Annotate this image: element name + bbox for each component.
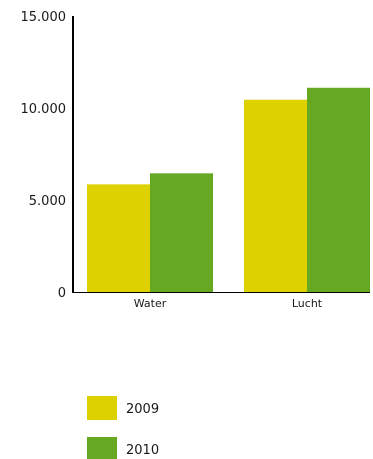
y-tick-label: 10.000 xyxy=(21,102,67,117)
x-tick-labels: Water Lucht xyxy=(134,297,323,310)
bars-group xyxy=(87,87,370,292)
bar-lucht-2009 xyxy=(244,99,307,292)
bar-water-2009 xyxy=(87,184,150,292)
legend-swatch-2009 xyxy=(87,396,117,420)
legend-label-2010: 2010 xyxy=(126,443,159,458)
y-tick-label: 0 xyxy=(58,286,66,301)
bar-water-2010 xyxy=(150,173,213,292)
bar-lucht-2010 xyxy=(307,87,370,292)
y-tick-labels: 0 5.000 10.000 15.000 xyxy=(21,10,67,301)
y-tick-label: 15.000 xyxy=(21,10,67,25)
y-tick-label: 5.000 xyxy=(29,194,66,209)
legend: 2009 2010 xyxy=(87,396,159,459)
x-tick-label-water: Water xyxy=(134,297,167,310)
x-tick-label-lucht: Lucht xyxy=(292,297,323,310)
legend-swatch-2010 xyxy=(87,437,117,459)
legend-label-2009: 2009 xyxy=(126,402,159,417)
